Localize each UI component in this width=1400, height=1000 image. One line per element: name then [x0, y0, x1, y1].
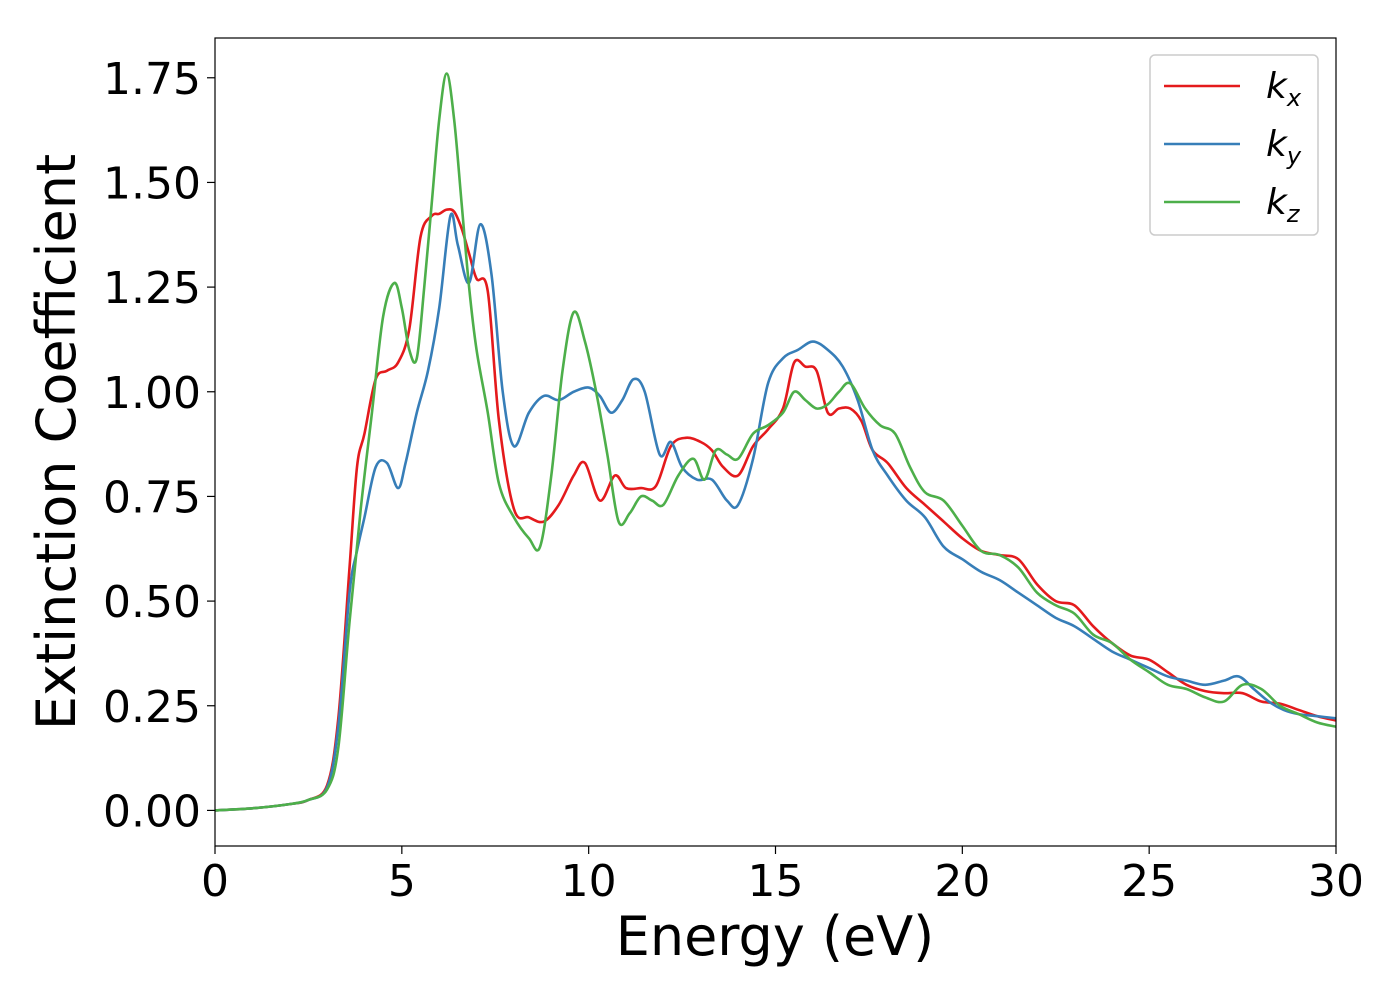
y-axis-title: Extinction Coefficient — [25, 154, 88, 730]
x-axis: 0 5 10 15 20 25 30 — [201, 846, 1364, 907]
y-tick-label: 1.75 — [103, 54, 201, 105]
x-tick-label: 30 — [1308, 856, 1364, 907]
x-tick-label: 15 — [748, 856, 804, 907]
y-axis: 0.00 0.25 0.50 0.75 1.00 1.25 1.50 1.75 — [103, 54, 215, 837]
legend-label-subscript: y — [1286, 142, 1302, 170]
y-tick-label: 0.50 — [103, 577, 201, 628]
series-line-k-y — [215, 212, 1336, 812]
x-axis-title: Energy (eV) — [616, 905, 935, 968]
legend-label-subscript: z — [1286, 200, 1301, 228]
x-tick-label: 5 — [388, 856, 416, 907]
y-tick-label: 0.00 — [103, 786, 201, 837]
y-tick-label: 1.50 — [103, 158, 201, 209]
y-tick-label: 0.25 — [103, 682, 201, 733]
y-tick-label: 1.25 — [103, 263, 201, 314]
x-tick-label: 20 — [934, 856, 990, 907]
series-layer — [215, 72, 1336, 812]
series-line-k-x — [215, 208, 1336, 812]
series-line-k-z — [215, 72, 1336, 812]
legend-label-subscript: x — [1286, 84, 1302, 112]
y-tick-label: 1.00 — [103, 368, 201, 419]
x-tick-label: 10 — [561, 856, 617, 907]
x-tick-label: 0 — [201, 856, 229, 907]
y-tick-label: 0.75 — [103, 472, 201, 523]
x-tick-label: 25 — [1121, 856, 1177, 907]
